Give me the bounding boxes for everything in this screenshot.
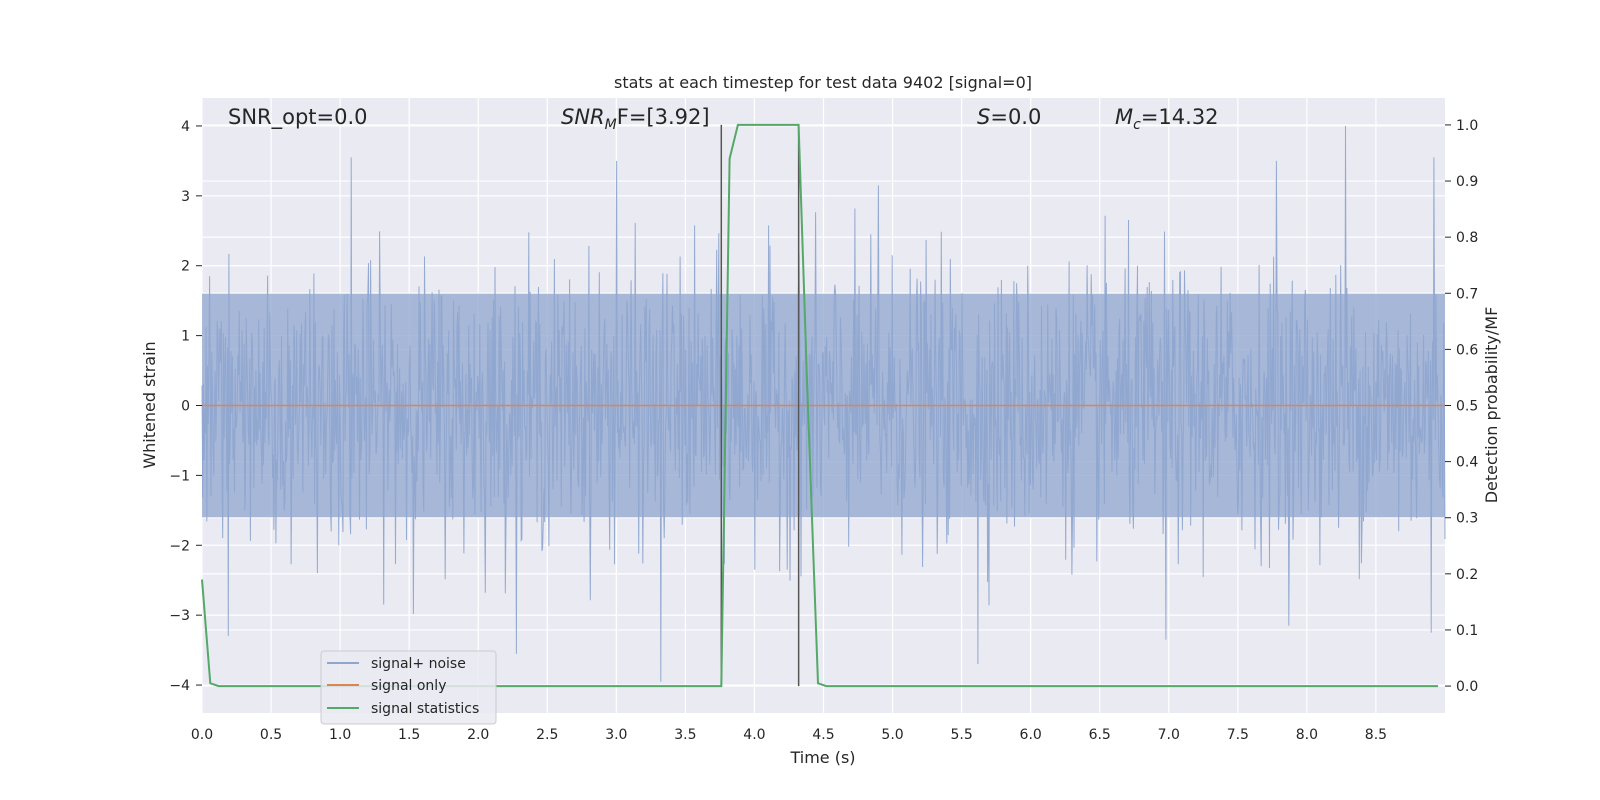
y2-tick-label: 0.5 <box>1456 399 1478 415</box>
annotation-snr-mf-rest: F=[3.92] <box>617 105 710 129</box>
y2-axis-ticks: 1.0 0.9 0.8 0.7 0.6 0.5 0.4 0.3 0.2 0.1 0.0 <box>1445 118 1478 695</box>
x-tick-label: 5.0 <box>881 727 903 743</box>
x-tick-label: 0.5 <box>260 727 282 743</box>
y2-tick-label: 1.0 <box>1456 118 1478 134</box>
legend-box <box>320 650 497 725</box>
x-tick-label: 2.0 <box>467 727 489 743</box>
x-tick-label: 6.5 <box>1089 727 1111 743</box>
x-tick-label: 7.0 <box>1158 727 1180 743</box>
y-tick-label: 2 <box>181 259 190 275</box>
signal-statistics-series <box>201 123 1439 688</box>
y-tick-label: −2 <box>169 538 190 554</box>
y-axis-ticks: 4 3 2 1 0 −1 −2 −3 −4 <box>169 119 202 694</box>
y-tick-label: 3 <box>181 189 190 205</box>
annotation-s: S=0.0 <box>977 105 1041 129</box>
y2-tick-label: 0.6 <box>1456 342 1478 358</box>
x-axis-label: Time (s) <box>789 748 855 767</box>
x-tick-label: 4.5 <box>812 727 834 743</box>
x-tick-label: 7.5 <box>1227 727 1249 743</box>
y-axis-label: Whitened strain <box>140 341 159 468</box>
y2-tick-label: 0.8 <box>1456 230 1478 246</box>
annotation-snr-mf-main: SNR <box>561 105 605 129</box>
y-tick-label: 4 <box>181 119 190 135</box>
x-axis-ticks: 0.0 0.5 1.0 1.5 2.0 2.5 3.0 3.5 4.0 4.5 5.0 5.5 6.0 6… <box>191 727 1387 743</box>
x-tick-label: 3.0 <box>605 727 627 743</box>
annotation-s-main: S <box>977 105 990 129</box>
y-tick-label: −4 <box>169 678 190 694</box>
y-tick-label: −3 <box>169 608 190 624</box>
x-tick-label: 2.5 <box>536 727 558 743</box>
x-tick-label: 6.0 <box>1020 727 1042 743</box>
x-tick-label: 0.0 <box>191 727 213 743</box>
x-tick-label: 8.5 <box>1365 727 1387 743</box>
chart-title: stats at each timestep for test data 940… <box>614 73 1032 92</box>
annotation-mc-sub: c <box>1133 117 1141 133</box>
legend: signal+ noise signal only signal statist… <box>320 650 497 725</box>
annotation-snr-mf-sub: M <box>605 117 617 133</box>
legend-label-signal-statistics: signal statistics <box>371 701 479 717</box>
y2-tick-label: 0.9 <box>1456 174 1478 190</box>
legend-label-signal-only: signal only <box>371 678 446 694</box>
annotation-mc: Mc=14.32 <box>1115 105 1219 133</box>
legend-label-signal-noise: signal+ noise <box>371 656 466 672</box>
signal-statistics-line <box>201 123 1439 688</box>
y2-axis-label: Detection probability/MF <box>1482 307 1501 504</box>
annotation-snr-opt: SNR_opt=0.0 <box>228 105 368 130</box>
x-tick-label: 3.5 <box>674 727 696 743</box>
y2-tick-label: 0.4 <box>1456 455 1478 471</box>
y-tick-label: 0 <box>181 399 190 415</box>
annotation-mc-rest: =14.32 <box>1141 105 1219 129</box>
x-tick-label: 4.0 <box>743 727 765 743</box>
y2-tick-label: 0.1 <box>1456 623 1478 639</box>
y2-tick-label: 0.2 <box>1456 567 1478 583</box>
y-tick-label: 1 <box>181 329 190 345</box>
x-tick-label: 1.5 <box>398 727 420 743</box>
y2-tick-label: 0.0 <box>1456 679 1478 695</box>
annotation-mc-main: M <box>1115 105 1133 129</box>
y2-tick-label: 0.3 <box>1456 511 1478 527</box>
x-tick-label: 8.0 <box>1296 727 1318 743</box>
annotation-snr-mf: SNRMF=[3.92] <box>561 105 710 133</box>
y2-tick-label: 0.7 <box>1456 286 1478 302</box>
x-tick-label: 1.0 <box>329 727 351 743</box>
vertical-markers <box>720 124 800 687</box>
x-tick-label: 5.5 <box>950 727 972 743</box>
y-tick-label: −1 <box>169 468 190 484</box>
annotation-s-rest: =0.0 <box>990 105 1041 129</box>
